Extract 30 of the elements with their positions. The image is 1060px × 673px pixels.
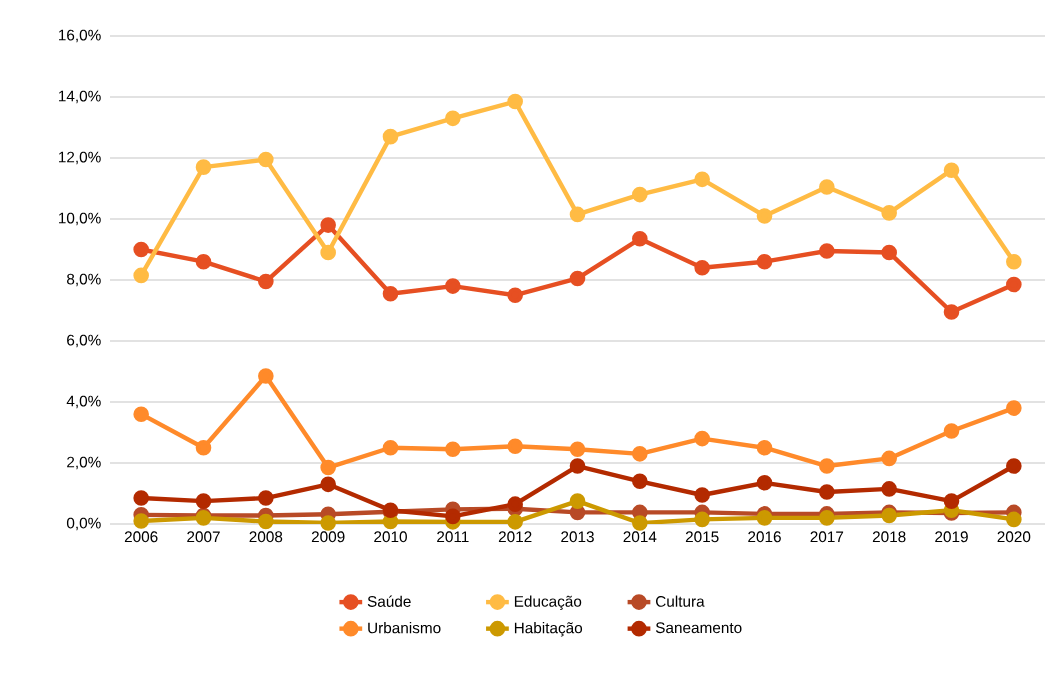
x-tick-label: 2008: [249, 531, 283, 543]
y-tick-label: 14,0%: [58, 90, 101, 104]
x-tick-label: 2009: [311, 531, 345, 543]
x-tick-label: 2006: [124, 531, 158, 543]
legend-label: Cultura: [656, 595, 705, 607]
y-tick-label: 4,0%: [66, 395, 101, 409]
legend-label: Urbanismo: [368, 622, 441, 634]
y-tick-label: 16,0%: [58, 29, 101, 43]
x-tick-label: 2018: [872, 531, 906, 543]
y-tick-label: 12,0%: [58, 151, 101, 165]
y-tick-label: 6,0%: [67, 334, 101, 348]
x-tick-label: 2017: [810, 531, 844, 543]
x-tick-label: 2010: [374, 531, 407, 543]
x-tick-label: 2020: [997, 531, 1031, 543]
x-tick-label: 2012: [498, 531, 532, 543]
legend-label: Habitação: [514, 622, 583, 637]
x-tick-label: 2019: [935, 531, 968, 543]
y-tick-label: 2,0%: [67, 456, 101, 470]
x-tick-label: 2016: [748, 531, 781, 543]
x-tick-label: 2015: [685, 531, 719, 543]
legend-label: Educação: [514, 595, 582, 610]
x-tick-label: 2011: [437, 531, 469, 543]
x-tick-label: 2007: [187, 531, 220, 543]
x-tick-label: 2014: [623, 531, 657, 543]
y-tick-label: 8,0%: [67, 273, 101, 287]
y-tick-label: 0,0%: [66, 517, 101, 531]
legend-label: Saneamento: [655, 622, 742, 634]
legend-label: Saúde: [367, 595, 411, 607]
x-tick-label: 2013: [561, 531, 594, 543]
y-tick-label: 10,0%: [58, 212, 101, 226]
